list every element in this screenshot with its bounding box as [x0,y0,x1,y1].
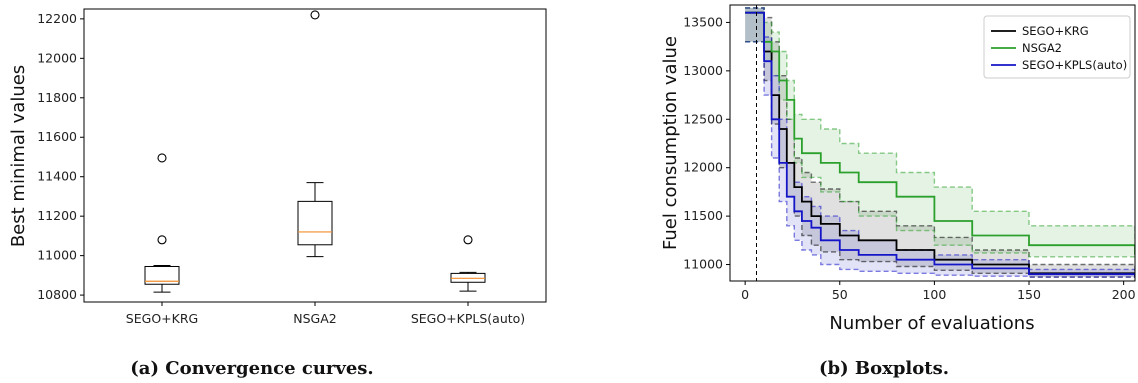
sego-kpls-auto-upper-bound [745,7,1135,275]
boxplot-y-tick-label: 11400 [37,169,77,184]
convergence-x-tick-label: 50 [832,287,848,302]
convergence-axes-frame [729,4,1136,282]
sego-kpls-auto-lower-bound [745,41,1135,278]
boxplot-y-tick-label: 11800 [37,90,77,105]
convergence-x-tick-label: 100 [922,287,946,302]
convergence-y-tick-label: 12500 [683,111,723,126]
iqr-box [297,200,333,246]
legend-label: SEGO+KRG [1022,24,1089,38]
nsga2-band [745,7,1135,260]
box-nsga2 [297,10,333,258]
sego-krg-lower-bound [745,41,1135,279]
boxplot-y-tick-label: 12000 [37,50,77,65]
convergence-y-tick-label: 11500 [683,208,723,223]
convergence-y-tick-label: 13000 [683,63,723,78]
outlier-point [463,235,473,245]
boxplot-chart: 10800 11000 11200 11400 11600 11800 12000 12200… [8,8,547,379]
convergence-y-tick-label: 13500 [683,14,723,29]
boxplot-y-axis-label: Best minimal values [8,65,29,247]
legend-box [983,15,1131,79]
boxplot-y-tick-label: 11200 [37,208,77,223]
legend: SEGO+KRG NSGA2 SEGO+KPLS(auto) [983,15,1131,79]
sego-krg-upper-bound [745,7,1135,273]
sego-krg-band [745,7,1135,279]
box-sego-kpls-auto- [450,235,486,292]
boxplot-y-tick-label: 11000 [37,248,77,263]
convergence-y-tick-label: 12000 [683,160,723,175]
legend-label: SEGO+KPLS(auto) [1022,58,1127,72]
boxplot-y-tick-label: 12200 [37,11,77,26]
iqr-box [144,265,180,285]
convergence-y-axis-label: Fuel consumption value [660,36,681,250]
boxplot-y-tick-label: 10800 [37,287,77,302]
boxplot-axes-frame [83,8,547,303]
convergence-x-axis-label: Number of evaluations [829,313,1034,334]
sego-krg-mean-line [745,11,1135,277]
boxplot-x-tick-label: SEGO+KPLS(auto) [411,311,525,326]
legend-label: NSGA2 [1022,41,1062,55]
outlier-point [157,235,167,245]
outlier-point [157,153,167,163]
caption-b: (b) Boxplots. [819,358,949,379]
sego-kpls-auto-mean-line [745,11,1135,277]
boxplot-x-tick-label: NSGA2 [293,311,336,326]
box-sego-krg [144,153,180,293]
outlier-point [310,10,320,20]
nsga2-mean-line [745,11,1135,255]
convergence-x-tick-label: 0 [741,287,749,302]
convergence-y-tick-label: 11000 [683,257,723,272]
nsga2-upper-bound [745,7,1135,241]
caption-a: (a) Convergence curves. [130,358,373,379]
boxplot-x-tick-label: SEGO+KRG [126,311,198,326]
convergence-chart: 11000 11500 12000 12500 13000 13500 0 50 100 150… [660,4,1136,379]
convergence-x-tick-label: 200 [1112,287,1136,302]
boxplot-y-tick-label: 11600 [37,129,77,144]
convergence-x-tick-label: 150 [1017,287,1041,302]
